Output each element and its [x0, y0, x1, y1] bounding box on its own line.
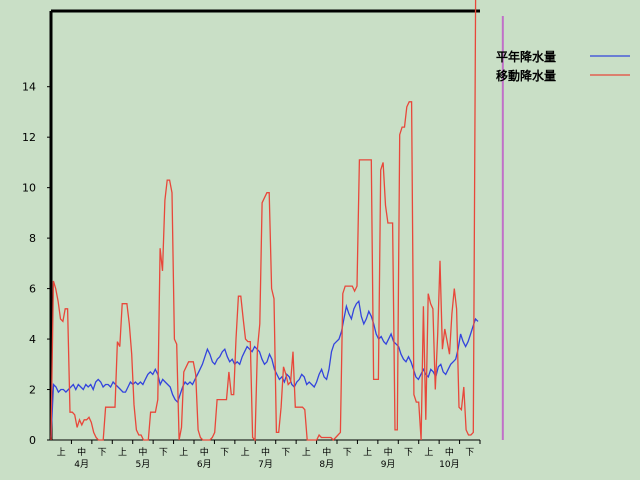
x-decade-label: 下: [159, 448, 168, 458]
x-decade-label: 中: [138, 446, 147, 458]
y-tick-label: 14: [22, 81, 36, 94]
y-tick-label: 4: [29, 333, 36, 346]
x-month-label: 9月: [381, 459, 396, 470]
x-decade-label: 上: [118, 447, 127, 458]
x-decade-label: 中: [261, 446, 270, 458]
x-decade-label: 下: [343, 448, 352, 458]
x-decade-label: 中: [445, 446, 454, 458]
x-decade-label: 下: [281, 448, 290, 458]
y-tick-label: 6: [29, 283, 36, 296]
x-month-label: 10月: [439, 459, 459, 470]
x-decade-label: 下: [98, 448, 107, 458]
series-line-1: [50, 299, 479, 438]
y-tick-label: 12: [22, 131, 36, 144]
x-decade-label: 上: [179, 447, 188, 458]
x-decade-label: 下: [465, 448, 474, 458]
x-decade-label: 中: [77, 446, 86, 458]
y-tick-label: 10: [22, 182, 36, 195]
x-decade-label: 上: [241, 447, 250, 458]
x-decade-label: 中: [384, 446, 393, 458]
y-tick-label: 8: [29, 232, 36, 245]
x-month-label: 5月: [136, 459, 151, 470]
legend-label-1: 平年降水量: [496, 49, 556, 64]
x-decade-label: 上: [57, 447, 66, 458]
x-decade-label: 下: [404, 448, 413, 458]
x-decade-label: 上: [302, 447, 311, 458]
x-decade-label: 中: [200, 446, 209, 458]
x-decade-label: 中: [322, 446, 331, 458]
series-line-2: [50, 0, 477, 442]
x-decade-label: 上: [424, 447, 433, 458]
x-month-label: 7月: [258, 459, 273, 470]
x-month-label: 8月: [319, 459, 334, 470]
x-month-label: 6月: [197, 459, 212, 470]
series-lines: [50, 0, 504, 442]
x-decade-label: 下: [220, 448, 229, 458]
y-tick-label: 2: [29, 384, 36, 397]
legend-label-2: 移動降水量: [496, 68, 556, 83]
y-tick-label: 0: [29, 434, 36, 447]
axes: 02468101214上中下上中下上中下上中下上中下上中下上中下4月 5月 6月 7月…: [22, 9, 481, 470]
x-decade-label: 上: [363, 447, 372, 458]
x-month-label: 4月: [74, 459, 89, 470]
